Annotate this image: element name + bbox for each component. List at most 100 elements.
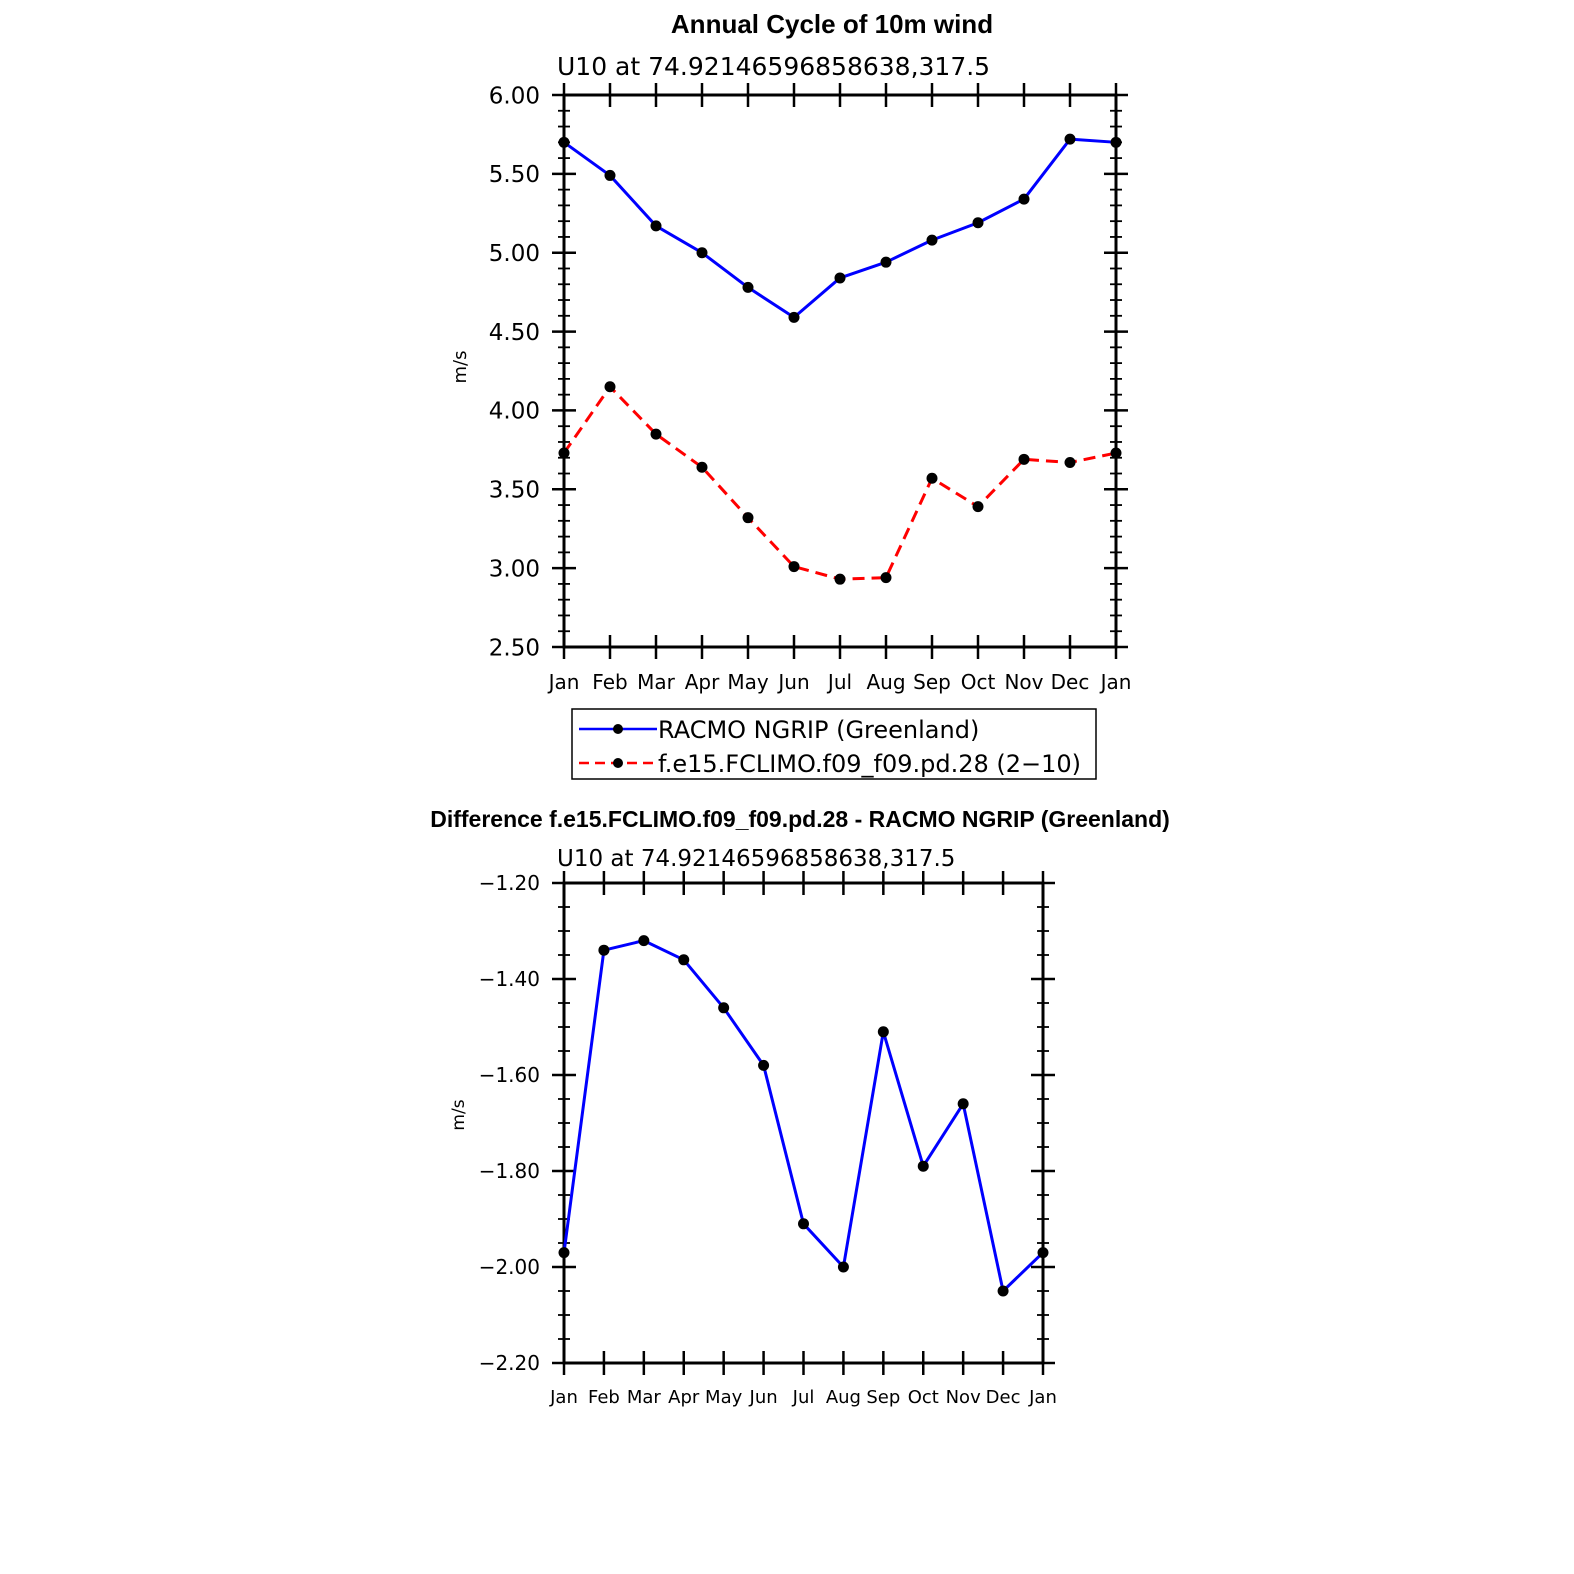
legend-label-model: f.e15.FCLIMO.f09_f09.pd.28 (2−10) xyxy=(658,750,1081,778)
data-point xyxy=(604,169,616,181)
data-point xyxy=(834,573,846,585)
data-point xyxy=(696,247,708,259)
data-point xyxy=(1064,456,1076,468)
x-tick-label: Nov xyxy=(946,1387,981,1408)
data-point xyxy=(650,428,662,440)
data-point xyxy=(788,311,800,323)
series-line-1 xyxy=(562,385,1117,581)
x-tick-label: Oct xyxy=(908,1387,939,1408)
series-line-0 xyxy=(562,939,1045,1293)
data-point xyxy=(742,281,754,293)
data-point xyxy=(604,381,616,393)
x-tick-label: Dec xyxy=(986,1387,1021,1408)
x-tick-label: May xyxy=(727,670,769,694)
data-point xyxy=(880,572,892,584)
x-tick-label: Sep xyxy=(913,670,951,694)
x-tick-label: May xyxy=(705,1387,743,1408)
data-point xyxy=(926,234,938,246)
series-group xyxy=(558,935,1049,1297)
data-point xyxy=(638,935,650,947)
y-tick-label: 5.00 xyxy=(489,241,540,267)
y-tick-label: 4.00 xyxy=(489,399,540,425)
x-tick-label: Apr xyxy=(668,1387,700,1408)
chart-title: Difference f.e15.FCLIMO.f09_f09.pd.28 - … xyxy=(430,806,1170,832)
y-axis-label: m/s xyxy=(450,351,471,384)
data-point xyxy=(758,1059,770,1071)
data-point xyxy=(880,256,892,268)
y-tick-label: −1.40 xyxy=(479,967,540,991)
data-point xyxy=(997,1285,1009,1297)
y-axis-label: m/s xyxy=(449,1099,469,1130)
data-point xyxy=(696,461,708,473)
data-point xyxy=(1018,453,1030,465)
x-tick-label: Mar xyxy=(627,1387,662,1408)
x-tick-label: Nov xyxy=(1004,670,1043,694)
chart-title: Annual Cycle of 10m wind xyxy=(671,9,993,39)
data-point xyxy=(742,512,754,524)
data-point xyxy=(650,220,662,232)
data-point xyxy=(558,447,570,459)
x-tick-label: Jul xyxy=(792,1387,815,1408)
plot-frame xyxy=(562,881,1045,1365)
legend-label-racmo: RACMO NGRIP (Greenland) xyxy=(658,716,979,744)
x-tick-label: Jan xyxy=(1028,1387,1057,1408)
y-tick-label: 3.00 xyxy=(489,556,540,582)
x-tick-labels: Jan Feb Mar Apr May Jun Jul Aug Sep Oct Nov Dec Jan xyxy=(549,1387,1057,1408)
data-point xyxy=(1018,193,1030,205)
data-point xyxy=(798,1218,809,1230)
series-line-0 xyxy=(563,137,1117,319)
data-point xyxy=(1064,133,1076,145)
data-point xyxy=(678,954,690,966)
axes-frame xyxy=(552,83,1128,659)
data-point xyxy=(1110,136,1122,148)
data-point xyxy=(972,217,984,229)
data-point xyxy=(917,1160,929,1172)
x-tick-label: Jan xyxy=(547,670,580,694)
legend-marker-model xyxy=(613,758,623,768)
x-tick-label: Jan xyxy=(1099,670,1132,694)
x-tick-label: Dec xyxy=(1051,670,1090,694)
x-tick-label: Jul xyxy=(826,670,852,694)
x-tick-label: Jan xyxy=(549,1387,578,1408)
x-tick-label: Feb xyxy=(592,670,627,694)
x-tick-label: Aug xyxy=(866,670,905,694)
annual-cycle-chart: Annual Cycle of 10m wind U10 at 74.92146… xyxy=(450,9,1132,780)
data-point xyxy=(957,1098,969,1110)
y-tick-label: −2.00 xyxy=(479,1255,540,1279)
data-point xyxy=(558,136,570,148)
y-tick-label: 4.50 xyxy=(489,320,540,346)
x-tick-label: Aug xyxy=(826,1387,861,1408)
legend-marker-racmo xyxy=(613,724,623,734)
data-point xyxy=(837,1261,849,1273)
y-tick-label: −1.80 xyxy=(479,1159,540,1183)
data-point xyxy=(788,561,800,573)
data-point xyxy=(558,1247,570,1259)
data-point xyxy=(926,472,938,484)
data-point xyxy=(1110,447,1122,459)
x-tick-label: Sep xyxy=(866,1387,900,1408)
y-tick-label: −1.60 xyxy=(479,1063,540,1087)
series-group xyxy=(558,133,1122,585)
data-point xyxy=(598,944,610,956)
y-tick-label: −1.20 xyxy=(479,871,540,895)
y-tick-label: 3.50 xyxy=(489,478,540,504)
data-point xyxy=(718,1002,730,1014)
difference-chart: Difference f.e15.FCLIMO.f09_f09.pd.28 - … xyxy=(430,806,1170,1408)
x-tick-label: Mar xyxy=(637,670,676,694)
y-tick-label: 2.50 xyxy=(489,635,540,661)
chart-subtitle: U10 at 74.92146596858638,317.5 xyxy=(557,846,955,872)
y-tick-labels: −1.20 −1.40 −1.60 −1.80 −2.00 −2.20 xyxy=(479,871,540,1375)
data-point xyxy=(972,501,984,513)
legend-box xyxy=(571,708,1097,780)
plot-frame xyxy=(562,93,1118,649)
legend: RACMO NGRIP (Greenland) f.e15.FCLIMO.f09… xyxy=(571,708,1097,780)
x-tick-labels: Jan Feb Mar Apr May Jun Jul Aug Sep Oct Nov Dec Jan xyxy=(547,670,1132,694)
data-point xyxy=(834,272,846,284)
x-tick-label: Jun xyxy=(776,670,809,694)
data-point xyxy=(877,1026,889,1038)
x-tick-label: Oct xyxy=(961,670,996,694)
x-tick-label: Apr xyxy=(685,670,720,694)
y-tick-label: 6.00 xyxy=(489,83,540,109)
data-point xyxy=(1037,1247,1049,1259)
